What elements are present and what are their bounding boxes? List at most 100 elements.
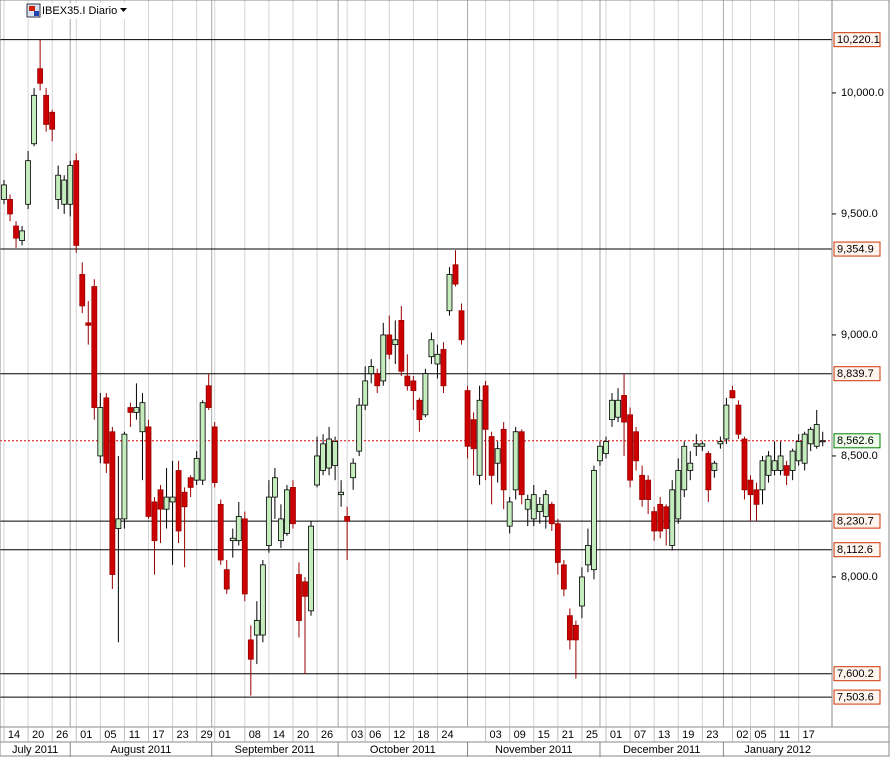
candle-body	[548, 503, 555, 525]
candle-body	[398, 320, 405, 372]
x-tick-label: 14	[8, 729, 20, 741]
candle-body	[320, 443, 326, 471]
candle-body	[344, 516, 351, 522]
candle-body	[554, 523, 561, 563]
x-tick-label: 26	[321, 729, 333, 741]
x-tick-label: 26	[56, 729, 68, 741]
x-tick-label: 20	[297, 729, 309, 741]
candle-body	[482, 385, 489, 430]
candle-body	[97, 407, 104, 457]
level-label-box	[833, 513, 881, 529]
candle-body	[747, 479, 754, 496]
candle-body	[476, 399, 483, 476]
x-tick-label: 02	[736, 729, 748, 741]
candle-body	[813, 424, 820, 447]
level-label-box	[833, 241, 881, 257]
candle-body	[651, 511, 658, 532]
chart-title[interactable]: IBEX35.I Diario	[42, 5, 117, 17]
x-tick-label: 07	[634, 729, 646, 741]
candle-body	[765, 455, 772, 476]
candle-body	[121, 433, 128, 520]
candle-body	[753, 489, 760, 505]
x-tick-label: 09	[514, 729, 526, 741]
candle-body	[205, 385, 212, 408]
candle-body	[777, 455, 784, 471]
candle-body	[229, 537, 236, 542]
candle-body	[494, 448, 501, 464]
candle-body	[31, 94, 38, 145]
candle-body	[67, 165, 74, 205]
month-label: October 2011	[370, 744, 436, 756]
title-bar: IBEX35.I Diario	[26, 3, 127, 19]
candle-body	[211, 426, 218, 483]
candle-body	[284, 489, 290, 534]
candle-body	[235, 516, 242, 542]
x-tick-label: 01	[610, 729, 622, 741]
dropdown-arrow[interactable]	[120, 8, 127, 12]
x-tick-label: 01	[80, 729, 92, 741]
candle-body	[115, 518, 122, 529]
candle-body	[500, 428, 507, 491]
candle-body	[187, 477, 194, 488]
candle-body	[771, 460, 778, 471]
candle-body	[37, 68, 44, 84]
candle-body	[759, 460, 766, 491]
candle-body	[542, 494, 549, 517]
candle-body	[151, 501, 158, 542]
candle-body	[79, 274, 86, 307]
symbol-icon-part	[29, 6, 35, 11]
candle-body	[446, 274, 453, 312]
x-tick-label: 01	[219, 729, 231, 741]
x-tick-label: 08	[249, 729, 261, 741]
x-tick-label: 13	[658, 729, 670, 741]
candle-body	[55, 174, 62, 200]
x-tick-label: 06	[369, 729, 381, 741]
candle-body	[253, 620, 260, 636]
month-label: December 2011	[623, 744, 700, 756]
candle-body	[91, 286, 98, 408]
candle-body	[19, 230, 25, 241]
level-label: 7,600.2	[837, 668, 874, 680]
level-label-box	[833, 366, 881, 382]
last-price-box	[833, 433, 881, 449]
symbol-icon-part	[34, 11, 39, 16]
candle-body	[7, 199, 13, 215]
candle-body	[428, 339, 435, 358]
candle-body	[241, 518, 248, 595]
month-label: July 2011	[12, 744, 58, 756]
candle-body	[566, 615, 573, 641]
candle-body	[621, 395, 627, 423]
candle-body	[705, 453, 712, 491]
candle-body	[175, 470, 182, 532]
candle-body	[675, 470, 682, 520]
candle-body	[573, 624, 579, 641]
candle-body	[404, 375, 411, 387]
x-tick-label: 19	[682, 729, 694, 741]
x-tick-label: 29	[201, 729, 213, 741]
candle-body	[386, 334, 393, 355]
candle-body	[603, 441, 609, 454]
candle-body	[290, 487, 296, 525]
x-tick-label: 17	[803, 729, 815, 741]
candle-body	[615, 399, 621, 418]
candle-body	[657, 503, 664, 532]
candle-body	[181, 491, 188, 508]
level-label-box	[833, 666, 881, 682]
x-tick-label: 23	[176, 729, 188, 741]
level-label: 7,503.6	[837, 691, 874, 703]
x-tick-label: 03	[489, 729, 501, 741]
candle-body	[103, 397, 110, 464]
candle-body	[338, 491, 345, 496]
candle-body	[356, 404, 363, 452]
candle-body	[416, 399, 423, 421]
candle-body	[434, 353, 441, 365]
x-tick-label: 03	[351, 729, 363, 741]
candle-body	[795, 441, 802, 462]
candle-body	[326, 438, 332, 469]
candle-body	[464, 390, 471, 447]
candle-body	[374, 373, 381, 387]
x-tick-label: 05	[104, 729, 116, 741]
candle-body	[157, 489, 164, 510]
month-label: September 2011	[235, 744, 316, 756]
candle-body	[332, 441, 339, 467]
